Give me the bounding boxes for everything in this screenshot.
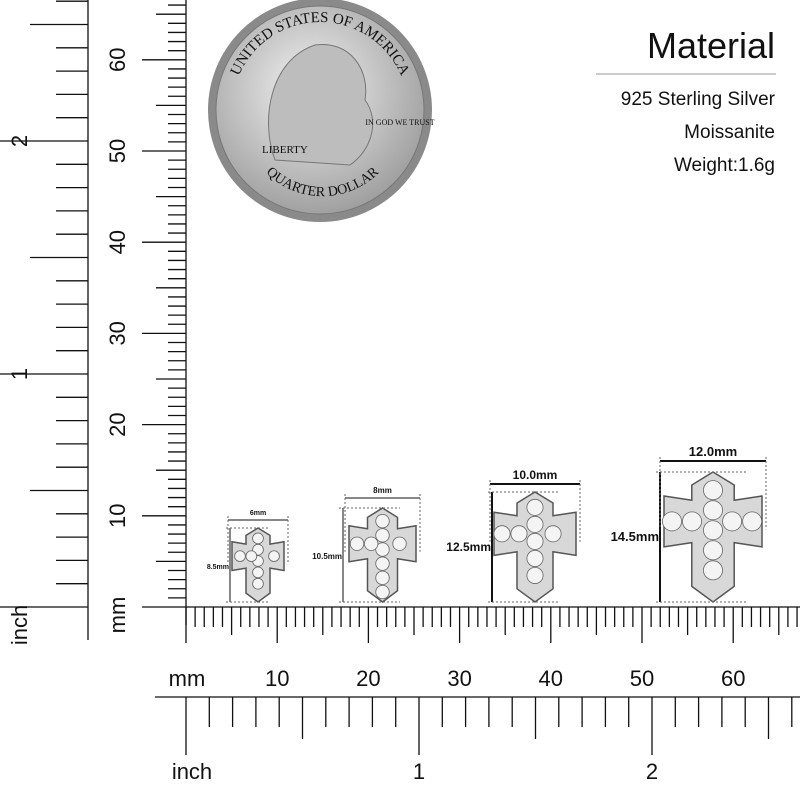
stone [703, 520, 723, 541]
ruler-label: 60 [721, 666, 745, 691]
height-label: 10.5mm [312, 552, 342, 561]
stone [375, 528, 390, 543]
coin-liberty: LIBERTY [262, 144, 308, 156]
ruler-label: 60 [105, 48, 130, 72]
ruler-unit: mm [105, 597, 130, 634]
height-label: 8.5mm [207, 564, 229, 571]
ruler-unit: inch [7, 605, 32, 645]
height-label: 12.5mm [446, 540, 491, 554]
ruler-unit: mm [169, 666, 206, 691]
ruler-label: 1 [7, 368, 32, 380]
spec-line: Weight:1.6g [674, 155, 775, 176]
stone [234, 550, 246, 562]
stone [375, 584, 390, 600]
ruler-label: 10 [105, 504, 130, 528]
stone [662, 511, 682, 532]
stone [682, 511, 702, 532]
stone [392, 536, 407, 551]
stone [375, 542, 390, 557]
stone [364, 536, 379, 551]
title: Material [647, 25, 775, 66]
ruler-label: 10 [265, 666, 289, 691]
ruler-unit: inch [172, 759, 212, 784]
stone [526, 549, 544, 567]
height-label: 14.5mm [611, 529, 659, 544]
ruler-label: 2 [7, 135, 32, 147]
stone [375, 514, 390, 529]
stone [245, 550, 258, 562]
stone [252, 532, 264, 545]
ruler-label: 40 [105, 230, 130, 254]
stone [703, 560, 723, 581]
stone [526, 498, 544, 516]
stone [252, 566, 264, 579]
stone [375, 570, 390, 586]
stone [526, 532, 544, 550]
stone [510, 525, 528, 543]
width-label: 6mm [250, 510, 266, 517]
stone [722, 511, 743, 532]
ruler-label: 2 [646, 759, 658, 784]
stone [493, 525, 511, 543]
stone [349, 536, 365, 551]
ruler-label: 30 [447, 666, 471, 691]
width-label: 8mm [373, 486, 392, 495]
ruler-label: 20 [356, 666, 380, 691]
stone [252, 577, 264, 590]
width-label: 10.0mm [513, 468, 558, 482]
stone [703, 480, 723, 501]
stone [544, 525, 562, 543]
spec-line: 925 Sterling Silver [621, 89, 776, 110]
ruler-label: 1 [413, 759, 425, 784]
ruler-label: 40 [539, 666, 563, 691]
stone [526, 515, 544, 533]
coin: UNITED STATES OF AMERICA QUARTER DOLLAR … [208, 0, 435, 222]
stone [703, 540, 723, 561]
spec-line: Moissanite [684, 122, 775, 143]
coin-portrait [268, 43, 374, 166]
ruler-label: 20 [105, 412, 130, 436]
stone [268, 550, 280, 562]
ruler-label: 30 [105, 321, 130, 345]
ruler-label: 50 [105, 139, 130, 163]
ruler-label: 50 [630, 666, 654, 691]
stone [742, 511, 763, 532]
stone [703, 500, 723, 521]
width-label: 12.0mm [689, 444, 737, 459]
stone [526, 566, 544, 584]
stone [375, 556, 390, 571]
coin-motto: IN GOD WE TRUST [365, 118, 434, 127]
